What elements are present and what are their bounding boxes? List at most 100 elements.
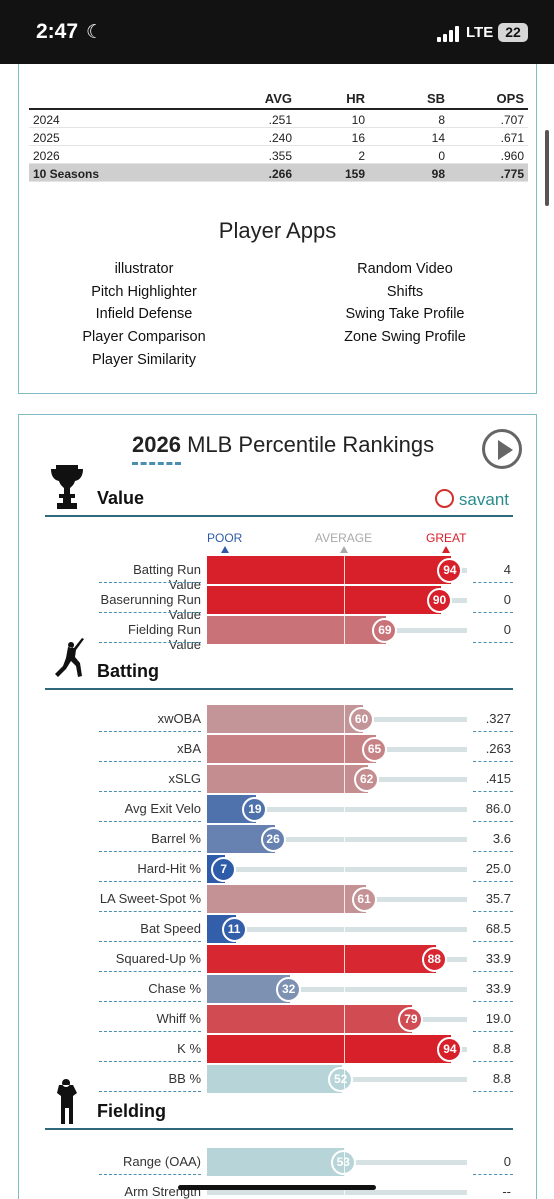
metric-label: Batting Run Value: [133, 562, 201, 592]
metric-row[interactable]: Whiff % 79 19.0: [19, 1005, 536, 1033]
metric-value: 68.5: [485, 921, 511, 936]
metric-row[interactable]: BB % 52 8.8: [19, 1065, 536, 1093]
cell-season: 2026: [33, 149, 60, 163]
percentile-bubble: 62: [354, 767, 380, 792]
triangle-icon: [339, 546, 348, 553]
metric-value: 33.9: [485, 981, 511, 996]
trophy-icon: [51, 465, 83, 509]
section-title: Batting: [97, 661, 159, 681]
app-link-swing-take-profile[interactable]: Swing Take Profile: [345, 306, 465, 323]
metric-label: Barrel %: [151, 831, 201, 846]
section-fielding: Fielding: [45, 1079, 513, 1130]
metric-value: 3.6: [492, 831, 511, 846]
metric-value: --: [502, 1184, 511, 1199]
percentile-bar: [207, 735, 376, 763]
metric-row[interactable]: Baserunning Run Value 90 0: [19, 586, 536, 622]
moon-icon: ☾: [86, 22, 104, 43]
metric-row[interactable]: xSLG 62 .415: [19, 765, 536, 793]
metric-row[interactable]: Fielding Run Value 69 0: [19, 616, 536, 652]
cell-sb: 8: [438, 113, 445, 127]
percentile-bar: [207, 1005, 413, 1033]
app-link-player-comparison[interactable]: Player Comparison: [82, 329, 206, 346]
metric-value: 33.9: [485, 951, 511, 966]
section-value: Value savant: [45, 465, 513, 517]
app-link-zone-swing-profile[interactable]: Zone Swing Profile: [344, 329, 466, 346]
table-header: AVG HR SB OPS: [29, 84, 528, 110]
cell-avg: .355: [268, 149, 292, 163]
percentile-bar: [207, 1065, 343, 1093]
metric-label: BB %: [168, 1071, 201, 1086]
table-row: 2025 .240 16 14 .671: [29, 128, 528, 146]
title-underline: [132, 462, 181, 465]
app-link-infield-defense[interactable]: Infield Defense: [95, 306, 193, 323]
metric-value: 8.8: [492, 1071, 511, 1086]
metric-row[interactable]: xBA 65 .263: [19, 735, 536, 763]
metric-row[interactable]: Squared-Up % 88 33.9: [19, 945, 536, 973]
percentile-bar: [207, 885, 366, 913]
percentile-track: [207, 1190, 467, 1195]
app-link-player-similarity[interactable]: Player Similarity: [92, 351, 196, 368]
table-row: 2026 .355 2 0 .960: [29, 146, 528, 164]
value-underline: [473, 851, 513, 852]
metric-row[interactable]: Hard-Hit % 7 25.0: [19, 855, 536, 883]
label-underline: [99, 1001, 201, 1002]
percentile-bubble: 88: [421, 947, 447, 972]
value-underline: [473, 1031, 513, 1032]
player-apps-title: Player Apps: [218, 218, 337, 243]
value-underline: [473, 1091, 513, 1092]
cell-ops: .775: [500, 167, 524, 181]
network-type: LTE: [466, 24, 494, 41]
cell-hr: 10: [351, 113, 365, 127]
percentile-bubble: 52: [328, 1067, 354, 1092]
metric-row[interactable]: Range (OAA) 53 0: [19, 1148, 536, 1176]
metric-label: Avg Exit Velo: [124, 801, 201, 816]
col-header-sb: SB: [426, 91, 445, 106]
clock: 2:47: [36, 20, 79, 43]
baseball-icon: [434, 489, 454, 508]
value-underline: [473, 731, 513, 732]
play-button[interactable]: [482, 429, 522, 469]
metric-label: xBA: [177, 741, 201, 756]
percentile-bubble: 60: [349, 707, 374, 732]
col-header-hr: HR: [346, 91, 365, 106]
home-indicator[interactable]: [178, 1185, 376, 1190]
metric-row[interactable]: Chase % 32 33.9: [19, 975, 536, 1003]
percentile-bar: [207, 765, 369, 793]
label-underline: [99, 731, 201, 732]
scrollbar[interactable]: [545, 130, 549, 206]
metric-value: .415: [485, 771, 511, 786]
label-underline: [99, 791, 201, 792]
app-link-random-video[interactable]: Random Video: [357, 261, 453, 277]
metric-label: Hard-Hit %: [137, 861, 201, 876]
scale-poor-label: POOR: [207, 531, 243, 545]
cell-sb: 14: [431, 131, 445, 145]
percentile-bubble: 61: [351, 887, 377, 912]
metric-row[interactable]: Batting Run Value 94 4: [19, 556, 536, 592]
metric-label: LA Sweet-Spot %: [99, 891, 201, 906]
app-link-pitch-highlighter[interactable]: Pitch Highlighter: [91, 283, 197, 300]
metric-row[interactable]: LA Sweet-Spot % 61 35.7: [19, 885, 536, 913]
app-link-illustrator[interactable]: illustrator: [114, 261, 174, 277]
metric-row[interactable]: xwOBA 60 .327: [19, 705, 536, 733]
label-underline: [99, 1174, 201, 1175]
metric-label: xwOBA: [157, 711, 201, 726]
metric-label: xSLG: [168, 771, 201, 786]
metric-value: 35.7: [485, 891, 511, 906]
metric-row[interactable]: K % 94 8.8: [19, 1035, 536, 1063]
percentile-bubble: 79: [398, 1007, 424, 1032]
metric-row[interactable]: Avg Exit Velo 19 86.0: [19, 795, 536, 823]
label-underline: [99, 881, 201, 882]
metric-row[interactable]: Barrel % 26 3.6: [19, 825, 536, 853]
metric-value: 0: [503, 592, 511, 607]
percentile-bubble: 69: [372, 618, 398, 643]
app-link-shifts[interactable]: Shifts: [386, 283, 424, 300]
percentile-track: [207, 837, 467, 842]
cell-avg: .251: [268, 113, 292, 127]
average-line: [344, 556, 345, 644]
metric-row[interactable]: Bat Speed 11 68.5: [19, 915, 536, 943]
metric-value: 4: [503, 562, 511, 577]
value-underline: [473, 612, 513, 613]
percentile-bar: [207, 556, 452, 584]
value-underline: [473, 881, 513, 882]
metric-label: Fielding Run Value: [128, 622, 201, 652]
